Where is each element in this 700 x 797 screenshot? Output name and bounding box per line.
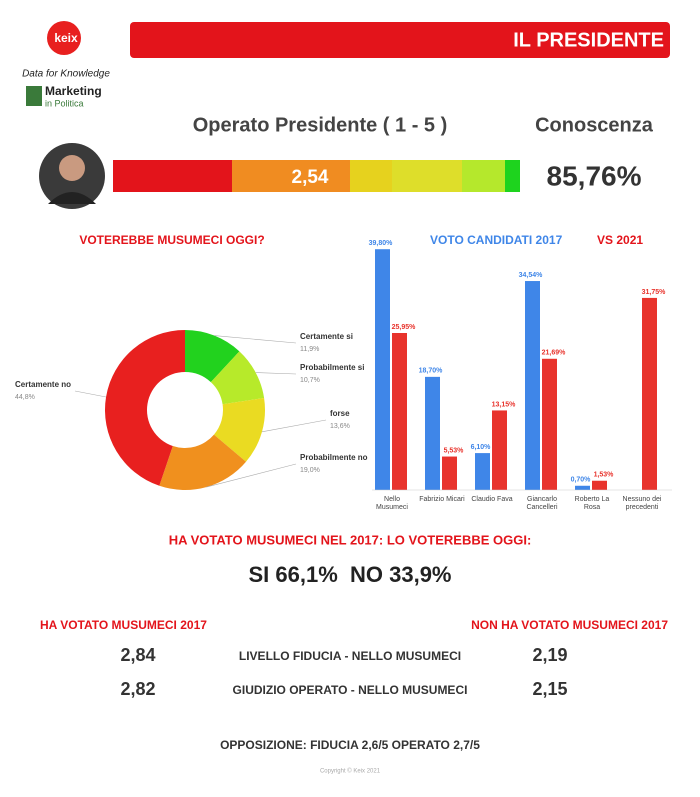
- bar: [375, 249, 390, 490]
- pie-value-label: 44,8%: [15, 394, 35, 401]
- x-tick-label: Nello Musumeci: [376, 496, 408, 511]
- table-cell: 2,15: [532, 679, 567, 699]
- pie-label: Probabilmente no: [300, 453, 368, 462]
- x-tick-label: Giancarlo Cancelleri: [526, 496, 558, 511]
- bar: [475, 453, 490, 490]
- x-tick-label: Roberto La Rosa: [574, 496, 610, 511]
- pie-slice: [185, 330, 240, 383]
- bar-value-label: 1,53%: [594, 472, 615, 479]
- bar: [525, 281, 540, 490]
- photo-face: [59, 155, 85, 181]
- bar: [492, 410, 507, 490]
- gauge-label: Operato Presidente ( 1 - 5 ): [193, 114, 448, 136]
- gauge-segment: [392, 160, 462, 192]
- pie-slice: [104, 330, 185, 486]
- bar: [592, 480, 607, 490]
- bar-value-label: 0,70%: [571, 477, 592, 484]
- pie-value-label: 13,6%: [330, 423, 350, 430]
- leader-line: [74, 390, 107, 398]
- bar: [575, 485, 590, 490]
- bar-value-label: 6,10%: [471, 444, 492, 451]
- pie-slice: [210, 351, 265, 405]
- title: IL PRESIDENTE: [513, 29, 664, 51]
- table-cell: LIVELLO FIDUCIA - NELLO MUSUMECI: [239, 649, 461, 663]
- gauge-segment: [113, 160, 232, 192]
- bar-title: VS 2021: [597, 233, 643, 247]
- table-header: HA VOTATO MUSUMECI 2017: [40, 618, 207, 632]
- pie-label: Certamente si: [300, 332, 353, 341]
- logo-text: keix: [54, 31, 78, 45]
- pie-value-label: 19,0%: [300, 467, 320, 474]
- bar-value-label: 21,69%: [542, 350, 567, 357]
- brand-icon: [26, 86, 42, 106]
- bar: [642, 297, 657, 490]
- pie-label: forse: [330, 409, 350, 418]
- table-cell: 2,19: [532, 645, 567, 665]
- x-tick-label: Nessuno dei precedenti: [622, 496, 662, 511]
- brand: Marketing: [45, 84, 102, 98]
- brand-sub: in Politica: [45, 98, 84, 108]
- gauge-bar: [113, 160, 520, 192]
- pie-value-label: 10,7%: [300, 377, 320, 384]
- bar: [542, 358, 557, 490]
- knowledge-value: 85,76%: [547, 160, 642, 191]
- summary-answer: SI 66,1% NO 33,9%: [249, 562, 452, 587]
- tagline: Data for Knowledge: [22, 69, 110, 80]
- leader-line: [214, 335, 297, 344]
- x-tick-label: Claudio Fava: [471, 496, 513, 503]
- title-bar: [130, 22, 670, 58]
- gauge-segment: [232, 160, 350, 192]
- pie-label: Probabilmente si: [300, 363, 364, 372]
- pie-slice: [213, 397, 265, 462]
- leader-line: [255, 372, 297, 375]
- leader-line: [261, 419, 327, 433]
- x-tick-label: Fabrizio Micari: [419, 496, 465, 503]
- gauge-value: 2,54: [292, 167, 329, 188]
- table-cell: 2,82: [120, 679, 155, 699]
- gauge-segment: [462, 160, 505, 192]
- pie-slice: [159, 434, 246, 491]
- pie-value-label: 11,9%: [300, 346, 319, 353]
- pie-label: Certamente no: [15, 380, 71, 389]
- table-cell: GIUDIZIO OPERATO - NELLO MUSUMECI: [233, 683, 468, 697]
- pie-title: VOTEREBBE MUSUMECI OGGI?: [79, 233, 264, 247]
- bar-value-label: 34,54%: [519, 272, 544, 279]
- bar-value-label: 31,75%: [642, 289, 667, 296]
- gauge-segment: [350, 160, 392, 192]
- opposition: OPPOSIZIONE: FIDUCIA 2,6/5 OPERATO 2,7/5: [220, 738, 480, 752]
- bar-value-label: 25,95%: [392, 324, 417, 331]
- gauge-segment: [505, 160, 520, 192]
- bar-value-label: 13,15%: [492, 401, 517, 408]
- leader-line: [206, 463, 297, 488]
- table-header: NON HA VOTATO MUSUMECI 2017: [471, 618, 668, 632]
- copyright: Copyright © Keix 2021: [320, 768, 381, 775]
- bar: [425, 376, 440, 490]
- bar-title: VOTO CANDIDATI 2017: [430, 233, 563, 247]
- logo: [47, 21, 81, 55]
- summary-question: HA VOTATO MUSUMECI NEL 2017: LO VOTEREBB…: [169, 532, 532, 547]
- bar-value-label: 5,53%: [444, 447, 465, 454]
- bar-value-label: 39,80%: [369, 240, 394, 247]
- bar: [392, 333, 407, 490]
- table-cell: 2,84: [120, 645, 155, 665]
- knowledge-label: Conoscenza: [535, 114, 654, 136]
- bar-value-label: 18,70%: [419, 368, 444, 375]
- photo-body: [48, 192, 96, 204]
- bar: [442, 456, 457, 490]
